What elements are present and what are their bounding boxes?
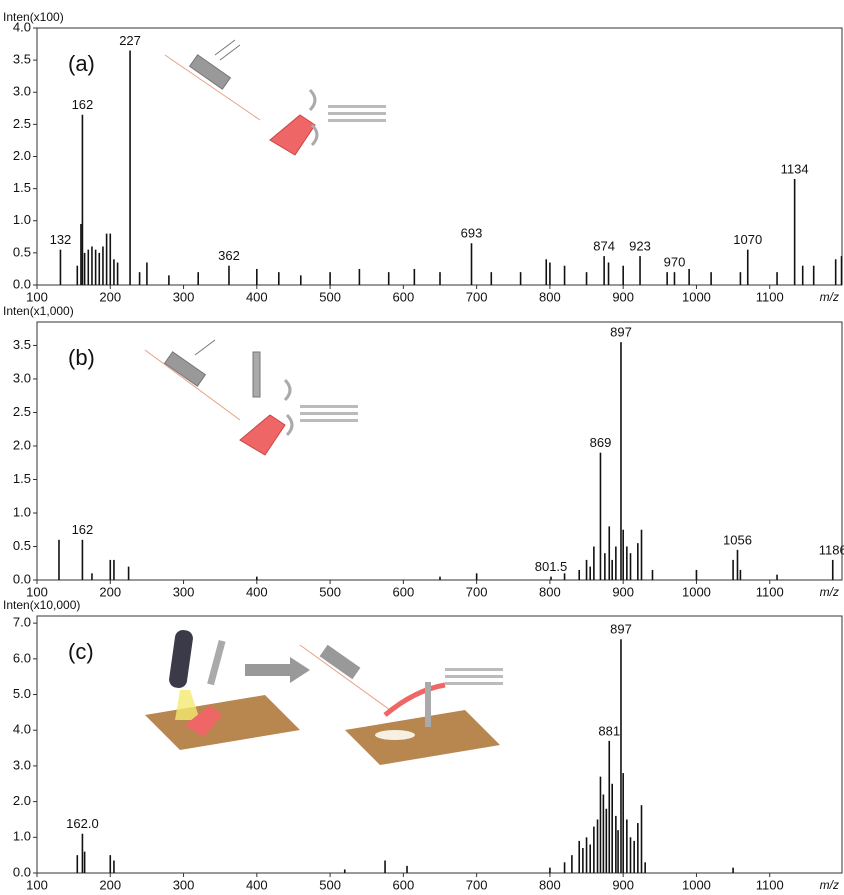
- peak-label: 801.5: [535, 559, 568, 574]
- y-tick-label: 3.5: [13, 337, 31, 352]
- y-axis-label: Inten(x1,000): [3, 304, 74, 318]
- peak-label: 162.0: [66, 816, 99, 831]
- x-tick-label: 1100: [756, 877, 784, 892]
- y-tick-label: 3.0: [13, 757, 31, 772]
- x-tick-label: 700: [466, 289, 488, 304]
- y-tick-label: 3.0: [13, 84, 31, 99]
- x-tick-label: 500: [319, 877, 341, 892]
- y-tick-label: 0.0: [13, 571, 31, 586]
- x-tick-label: 400: [246, 289, 268, 304]
- peak-label: 1056: [723, 532, 752, 547]
- x-tick-label: 300: [173, 584, 195, 599]
- y-tick-label: 1.5: [13, 471, 31, 486]
- plot-frame: [36, 27, 843, 286]
- peak-label: 693: [461, 226, 483, 241]
- x-tick-label: 200: [99, 877, 121, 892]
- y-tick-label: 3.0: [13, 370, 31, 385]
- schematic-c: [145, 630, 503, 765]
- x-tick-label: 200: [99, 584, 121, 599]
- peak-label: 362: [218, 248, 240, 263]
- peak-label: 227: [119, 33, 141, 48]
- x-tick-label: 600: [393, 289, 415, 304]
- x-tick-label: 100: [26, 289, 48, 304]
- peak-label: 970: [664, 255, 686, 270]
- y-tick-label: 1.5: [13, 180, 31, 195]
- plot-frame: [36, 615, 843, 874]
- x-tick-label: 700: [466, 584, 488, 599]
- x-tick-label: 500: [319, 289, 341, 304]
- x-tick-label: 800: [539, 289, 561, 304]
- x-tick-label: 900: [612, 584, 634, 599]
- x-tick-label: 600: [393, 584, 415, 599]
- peak-label: 881: [598, 723, 620, 738]
- x-tick-label: 800: [539, 877, 561, 892]
- panel-label: (a): [68, 51, 95, 76]
- y-tick-label: 7.0: [13, 615, 31, 630]
- y-tick-label: 0.0: [13, 864, 31, 879]
- y-tick-label: 1.0: [13, 504, 31, 519]
- y-tick-label: 1.0: [13, 212, 31, 227]
- peak-label: 162: [72, 522, 94, 537]
- x-tick-label: 900: [612, 289, 634, 304]
- panel-label: (b): [68, 345, 95, 370]
- y-tick-label: 3.5: [13, 52, 31, 67]
- x-tick-label: 600: [393, 877, 415, 892]
- peak-label: 162: [72, 97, 94, 112]
- peak-label: 1134: [781, 161, 809, 176]
- x-axis-label: m/z: [820, 878, 839, 892]
- schematic-b: [144, 339, 358, 456]
- y-tick-label: 4.0: [13, 722, 31, 737]
- panel-label: (c): [68, 639, 94, 664]
- y-tick-label: 2.5: [13, 116, 31, 131]
- x-tick-label: 100: [26, 584, 48, 599]
- x-tick-label: 300: [173, 289, 195, 304]
- x-tick-label: 400: [246, 877, 268, 892]
- y-tick-label: 0.5: [13, 244, 31, 259]
- peak-label: 923: [629, 239, 651, 254]
- y-tick-label: 2.0: [13, 148, 31, 163]
- peak-label: 132: [50, 232, 72, 247]
- x-tick-label: 500: [319, 584, 341, 599]
- x-tick-label: 1000: [682, 289, 711, 304]
- y-tick-label: 2.5: [13, 404, 31, 419]
- plot-frame: [36, 321, 843, 581]
- x-tick-label: 200: [99, 289, 121, 304]
- y-tick-label: 1.0: [13, 829, 31, 844]
- x-tick-label: 400: [246, 584, 268, 599]
- peak-label: 897: [610, 622, 632, 637]
- peak-label: 1186: [819, 542, 844, 557]
- peak-label: 1070: [733, 232, 762, 247]
- peak-label: 874: [593, 239, 615, 254]
- y-tick-label: 2.0: [13, 793, 31, 808]
- x-tick-label: 1000: [682, 877, 711, 892]
- peak-label: 897: [610, 325, 632, 340]
- y-tick-label: 6.0: [13, 650, 31, 665]
- y-tick-label: 4.0: [13, 19, 31, 34]
- x-tick-label: 900: [612, 877, 634, 892]
- x-tick-label: 300: [173, 877, 195, 892]
- y-tick-label: 0.5: [13, 538, 31, 553]
- x-tick-label: 1100: [756, 289, 784, 304]
- x-tick-label: 700: [466, 877, 488, 892]
- x-axis-label: m/z: [820, 290, 839, 304]
- peak-label: 869: [590, 435, 612, 450]
- y-tick-label: 5.0: [13, 686, 31, 701]
- y-axis-label: Inten(x100): [3, 10, 64, 24]
- x-tick-label: 1100: [756, 584, 784, 599]
- y-tick-label: 0.0: [13, 276, 31, 291]
- x-tick-label: 1000: [682, 584, 711, 599]
- y-axis-label: Inten(x10,000): [3, 598, 80, 612]
- x-tick-label: 100: [26, 877, 48, 892]
- y-tick-label: 2.0: [13, 437, 31, 452]
- x-axis-label: m/z: [820, 585, 839, 599]
- x-tick-label: 800: [539, 584, 561, 599]
- schematic-a: [164, 39, 386, 156]
